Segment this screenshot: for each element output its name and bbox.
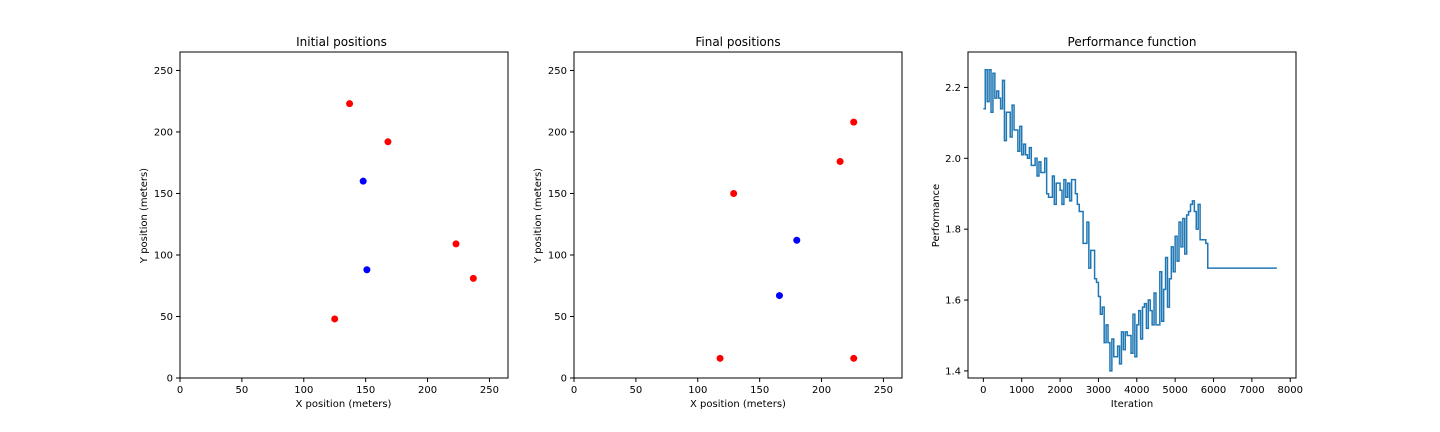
- y-tick-label: 100: [548, 250, 567, 261]
- performance-line: [983, 68, 1277, 372]
- y-axis-label: Performance: [931, 184, 942, 247]
- panel-title: Performance function: [1068, 35, 1197, 49]
- x-tick-label: 8000: [1278, 385, 1303, 396]
- scatter-point-red: [331, 315, 339, 323]
- tick-group: 0 1000 2000 3000 4000 5000 6000 7000 8000 1.4 1.6 1…: [945, 83, 1303, 396]
- x-tick-label: 5000: [1162, 385, 1187, 396]
- y-tick-label: 50: [554, 312, 567, 323]
- x-tick-label: 250: [874, 385, 893, 396]
- plot-frame: [967, 51, 1297, 379]
- data-marks: [983, 68, 1277, 372]
- y-tick-label: 2.2: [945, 83, 961, 94]
- final-positions-panel: Final positions X position (meters) Y po…: [533, 35, 903, 410]
- plot-frame: [179, 51, 509, 379]
- scatter-point-red: [452, 240, 460, 248]
- y-tick-label: 100: [154, 250, 173, 261]
- y-axis-label: Y position (meters): [139, 168, 150, 264]
- plot-frame: [573, 51, 903, 379]
- data-marks: [331, 100, 477, 323]
- scatter-point-blue: [793, 236, 801, 244]
- scatter-point-red: [346, 100, 354, 108]
- x-tick-label: 250: [480, 385, 499, 396]
- scatter-point-red: [850, 118, 858, 126]
- y-tick-label: 1.8: [945, 225, 961, 236]
- x-tick-label: 6000: [1201, 385, 1226, 396]
- x-tick-label: 0: [980, 385, 986, 396]
- initial-positions-panel: Initial positions X position (meters) Y …: [139, 35, 509, 410]
- x-tick-label: 3000: [1086, 385, 1111, 396]
- y-tick-label: 250: [154, 66, 173, 77]
- scatter-point-blue: [775, 292, 783, 300]
- y-tick-label: 150: [154, 189, 173, 200]
- x-tick-label: 50: [630, 385, 643, 396]
- y-tick-label: 1.4: [945, 366, 961, 377]
- y-tick-label: 200: [548, 127, 567, 138]
- scatter-point-red: [730, 189, 738, 197]
- y-axis-label: Y position (meters): [533, 168, 544, 264]
- scatter-point-red: [384, 138, 392, 146]
- scatter-point-red: [836, 157, 844, 165]
- x-tick-label: 7000: [1239, 385, 1264, 396]
- performance-function-panel: Performance function Iteration Performan…: [931, 35, 1303, 410]
- panel-title: Initial positions: [296, 35, 387, 49]
- x-tick-label: 4000: [1124, 385, 1149, 396]
- x-tick-label: 150: [750, 385, 769, 396]
- y-tick-label: 0: [561, 374, 567, 385]
- scatter-point-red: [716, 354, 724, 362]
- x-tick-label: 0: [571, 385, 577, 396]
- x-tick-label: 1000: [1009, 385, 1034, 396]
- scatter-point-blue: [363, 266, 371, 274]
- x-tick-label: 200: [418, 385, 437, 396]
- scatter-point-blue: [359, 177, 367, 185]
- x-axis-label: X position (meters): [690, 399, 786, 410]
- y-tick-label: 250: [548, 66, 567, 77]
- x-tick-label: 0: [177, 385, 183, 396]
- y-tick-label: 1.6: [945, 296, 961, 307]
- x-tick-label: 150: [356, 385, 375, 396]
- x-axis-label: Iteration: [1111, 399, 1153, 410]
- x-axis-label: X position (meters): [296, 399, 392, 410]
- tick-group: 0 50 100 150 200 250 0 50 100 150 200 250: [548, 66, 893, 396]
- y-tick-label: 0: [167, 374, 173, 385]
- y-tick-label: 2.0: [945, 154, 961, 165]
- x-tick-label: 100: [294, 385, 313, 396]
- x-tick-label: 50: [236, 385, 249, 396]
- y-tick-label: 200: [154, 127, 173, 138]
- x-tick-label: 2000: [1047, 385, 1072, 396]
- scatter-point-red: [850, 354, 858, 362]
- y-tick-label: 150: [548, 189, 567, 200]
- x-tick-label: 100: [688, 385, 707, 396]
- panel-title: Final positions: [695, 35, 780, 49]
- data-marks: [716, 118, 858, 362]
- y-tick-label: 50: [160, 312, 173, 323]
- tick-group: 0 50 100 150 200 250 0 50 100 150 200 250: [154, 66, 499, 396]
- scatter-point-red: [469, 274, 477, 282]
- x-tick-label: 200: [812, 385, 831, 396]
